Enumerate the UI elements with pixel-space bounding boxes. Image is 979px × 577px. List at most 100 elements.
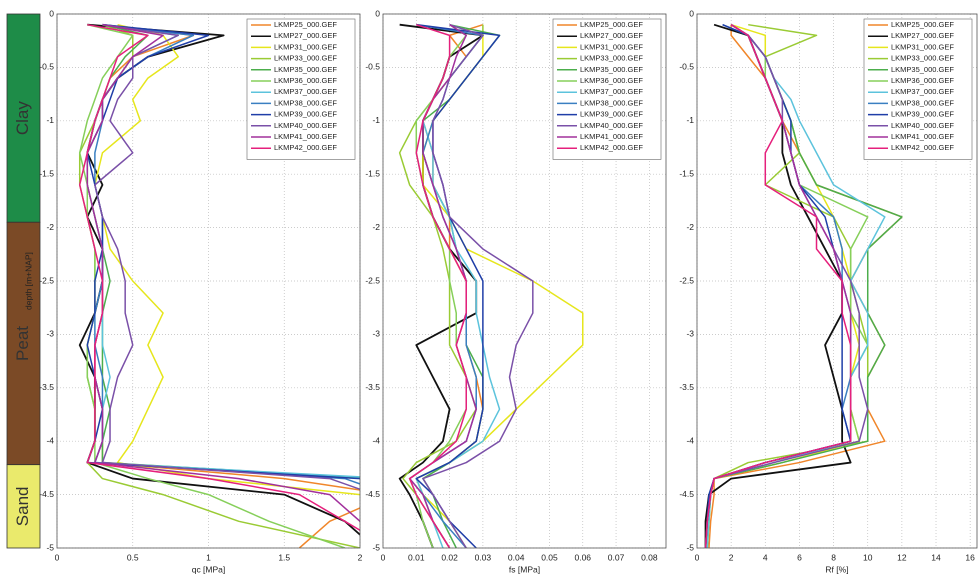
x-tick-label: 0.04 bbox=[508, 552, 525, 562]
legend-label: LKMP37_000.GEF bbox=[274, 87, 337, 96]
series-group bbox=[78, 23, 360, 548]
x-tick-label: 0.03 bbox=[475, 552, 492, 562]
x-tick-label: 2 bbox=[729, 552, 734, 562]
legend-label: LKMP35_000.GEF bbox=[580, 65, 643, 74]
legend-label: LKMP38_000.GEF bbox=[274, 98, 337, 107]
y-tick-label: -3 bbox=[686, 329, 694, 339]
legend-label: LKMP33_000.GEF bbox=[274, 54, 337, 63]
legend-label: LKMP27_000.GEF bbox=[580, 31, 643, 40]
series-line bbox=[86, 23, 360, 480]
legend-label: LKMP37_000.GEF bbox=[891, 87, 954, 96]
y-tick-label: -4 bbox=[372, 435, 380, 445]
legend-box bbox=[246, 18, 356, 160]
x-tick-label: 0 bbox=[381, 552, 386, 562]
y-tick-label: -3.5 bbox=[39, 382, 54, 392]
legend-label: LKMP42_000.GEF bbox=[891, 143, 954, 152]
legend-label: LKMP25_000.GEF bbox=[274, 20, 337, 29]
y-tick-label: -3.5 bbox=[679, 382, 694, 392]
legend-label: LKMP31_000.GEF bbox=[891, 42, 954, 51]
y-tick-label: -5 bbox=[46, 542, 54, 552]
legend-label: LKMP35_000.GEF bbox=[274, 65, 337, 74]
legend-label: LKMP25_000.GEF bbox=[580, 20, 643, 29]
y-tick-label: -2 bbox=[686, 222, 694, 232]
legend-label: LKMP40_000.GEF bbox=[274, 121, 337, 130]
series-line bbox=[704, 24, 852, 548]
x-axis-label: qc [MPa] bbox=[192, 564, 226, 574]
series-line bbox=[415, 23, 501, 548]
x-tick-label: 0.08 bbox=[641, 552, 658, 562]
y-tick-label: -1.5 bbox=[679, 168, 694, 178]
series-line bbox=[704, 24, 869, 548]
x-tick-label: 1 bbox=[206, 552, 211, 562]
y-tick-label: -1 bbox=[686, 115, 694, 125]
series-line bbox=[94, 23, 360, 497]
x-tick-label: 12 bbox=[897, 552, 907, 562]
legend-label: LKMP27_000.GEF bbox=[274, 31, 337, 40]
series-line bbox=[422, 23, 534, 548]
y-tick-label: -3 bbox=[46, 329, 54, 339]
y-tick-label: -0.5 bbox=[365, 62, 380, 72]
series-line bbox=[78, 23, 360, 532]
legend-label: LKMP38_000.GEF bbox=[580, 98, 643, 107]
legend-label: LKMP41_000.GEF bbox=[274, 132, 337, 141]
y-tick-label: -0.5 bbox=[679, 62, 694, 72]
y-tick-label: -1.5 bbox=[365, 168, 380, 178]
x-tick-label: 6 bbox=[797, 552, 802, 562]
soil-layer bbox=[6, 221, 41, 466]
legend-box bbox=[863, 18, 973, 160]
y-tick-label: -0.5 bbox=[39, 62, 54, 72]
x-tick-label: 0.5 bbox=[127, 552, 139, 562]
x-tick-label: 0 bbox=[695, 552, 700, 562]
x-tick-label: 4 bbox=[763, 552, 768, 562]
legend-label: LKMP42_000.GEF bbox=[580, 143, 643, 152]
legend-label: LKMP35_000.GEF bbox=[891, 65, 954, 74]
x-tick-label: 2 bbox=[358, 552, 363, 562]
y-tick-label: -4.5 bbox=[365, 489, 380, 499]
legend-label: LKMP41_000.GEF bbox=[580, 132, 643, 141]
x-axis-label: fs [MPa] bbox=[509, 564, 540, 574]
x-axis-label: Rf [%] bbox=[825, 564, 848, 574]
legend-label: LKMP39_000.GEF bbox=[274, 110, 337, 119]
y-tick-label: -4.5 bbox=[39, 489, 54, 499]
series-group bbox=[398, 23, 584, 548]
x-tick-label: 0.06 bbox=[574, 552, 591, 562]
legend-label: LKMP31_000.GEF bbox=[580, 42, 643, 51]
y-tick-label: -1.5 bbox=[39, 168, 54, 178]
y-tick-label: -2 bbox=[46, 222, 54, 232]
y-tick-label: -2.5 bbox=[679, 275, 694, 285]
y-axis-label: depth [m+NAP] bbox=[23, 252, 33, 310]
soil-layer-label: Peat bbox=[13, 326, 32, 361]
legend-label: LKMP33_000.GEF bbox=[580, 54, 643, 63]
legend-label: LKMP40_000.GEF bbox=[580, 121, 643, 130]
legend-label: LKMP36_000.GEF bbox=[891, 76, 954, 85]
plot-frame bbox=[382, 13, 667, 549]
y-tick-label: 0 bbox=[375, 8, 380, 18]
legend-label: LKMP27_000.GEF bbox=[891, 31, 954, 40]
soil-layer-label: Clay bbox=[13, 101, 32, 136]
plot-frame bbox=[56, 13, 361, 549]
series-line bbox=[408, 23, 467, 548]
legend: LKMP25_000.GEF LKMP27_000.GEF LKMP31_000.G… bbox=[552, 18, 662, 160]
y-tick-label: -2.5 bbox=[365, 275, 380, 285]
legend: LKMP25_000.GEF LKMP27_000.GEF LKMP31_000.G… bbox=[246, 18, 356, 160]
legend-label: LKMP39_000.GEF bbox=[891, 110, 954, 119]
legend-label: LKMP41_000.GEF bbox=[891, 132, 954, 141]
x-tick-label: 8 bbox=[831, 552, 836, 562]
legend-label: LKMP36_000.GEF bbox=[274, 76, 337, 85]
legend-label: LKMP36_000.GEF bbox=[580, 76, 643, 85]
legend-label: LKMP25_000.GEF bbox=[891, 20, 954, 29]
y-tick-label: -1 bbox=[46, 115, 54, 125]
x-tick-label: 14 bbox=[931, 552, 941, 562]
legend-box bbox=[552, 18, 662, 160]
series-line bbox=[94, 23, 360, 491]
plot-frame bbox=[696, 13, 978, 549]
legend-label: LKMP33_000.GEF bbox=[891, 54, 954, 63]
soil-layer bbox=[6, 464, 41, 549]
x-tick-label: 0.07 bbox=[608, 552, 625, 562]
x-tick-label: 0 bbox=[55, 552, 60, 562]
y-tick-label: 0 bbox=[689, 8, 694, 18]
x-tick-label: 10 bbox=[863, 552, 873, 562]
series-group bbox=[704, 23, 903, 548]
soil-layer-label: Sand bbox=[13, 486, 32, 526]
y-tick-label: -4 bbox=[686, 435, 694, 445]
